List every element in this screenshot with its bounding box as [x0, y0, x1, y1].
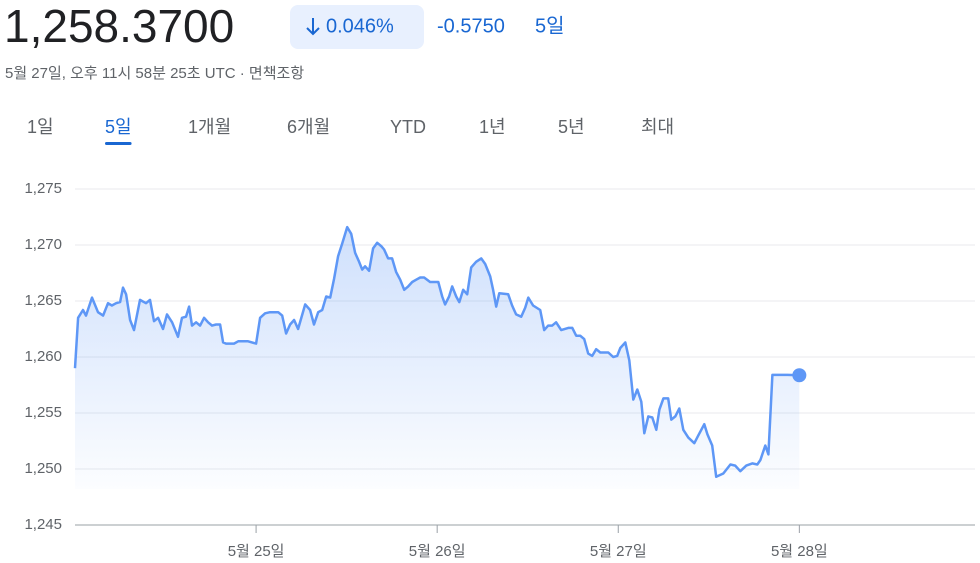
period: 5일: [535, 14, 565, 37]
change: -0.5750: [437, 15, 505, 37]
tab[interactable]: 6개월: [287, 117, 330, 137]
x-tick-label: 5월 26일: [409, 543, 466, 560]
y-tick-label: 1,260: [24, 348, 62, 365]
y-tick-label: 1,255: [24, 404, 62, 421]
x-tick-label: 5월 27일: [590, 543, 647, 560]
disclaimer[interactable]: 면책조항: [249, 65, 304, 82]
timestamp: 5월 27일, 오후 11시 58분 25초 UTC: [5, 65, 236, 82]
tab[interactable]: 최대: [641, 117, 674, 137]
y-tick-label: 1,265: [24, 292, 62, 309]
last-point: [792, 368, 807, 383]
x-tick-label: 5월 25일: [228, 543, 285, 560]
separator: ·: [236, 65, 249, 82]
tab[interactable]: YTD: [390, 117, 426, 137]
plot: 1,245 1,250 1,255 1,260 1,265 1,270 1,275 5월 25…: [24, 180, 975, 560]
x-tick-label: 5월 28일: [771, 543, 828, 560]
price: 1,258.3700: [4, 0, 234, 52]
down-arrow-icon: [306, 18, 320, 36]
change-percent: 0.046%: [326, 15, 394, 37]
tab[interactable]: 5일: [105, 117, 132, 137]
tab[interactable]: 5년: [558, 117, 585, 137]
price-line: [73, 225, 800, 479]
tabs: 1일 5일 1개월 6개월 YTD 1년 5년 최대: [27, 117, 674, 145]
y-tick-label: 1,245: [24, 516, 62, 533]
active-tab-underline: [105, 142, 132, 145]
y-tick-label: 1,270: [24, 236, 62, 253]
area-fill: [75, 227, 800, 489]
tab[interactable]: 1개월: [188, 117, 231, 137]
tab[interactable]: 1년: [479, 117, 506, 137]
tab[interactable]: 1일: [27, 117, 54, 137]
change-badge: [290, 5, 424, 49]
subline: 5월 27일, 오후 11시 58분 25초 UTC · 면책조항: [5, 65, 304, 82]
y-tick-label: 1,250: [24, 460, 62, 477]
y-tick-label: 1,275: [24, 180, 62, 197]
